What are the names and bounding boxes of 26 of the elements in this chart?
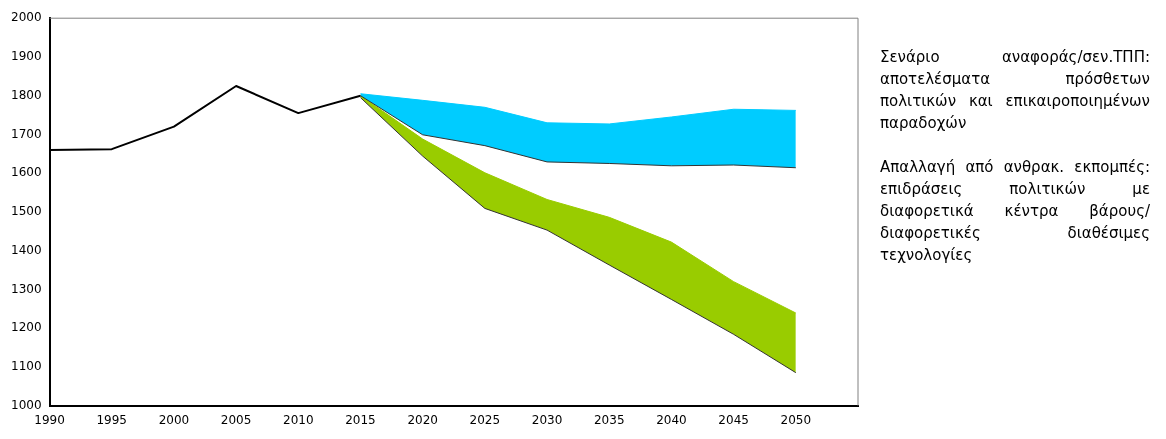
x-tick-label: 2030 — [531, 412, 563, 427]
x-tick-label: 2025 — [469, 412, 501, 427]
y-tick-label: 1600 — [10, 165, 42, 180]
y-tick-label: 1200 — [10, 320, 42, 335]
x-tick-label: 1990 — [34, 412, 65, 427]
x-tick-label: 2000 — [158, 412, 190, 427]
x-tick-label: 2050 — [780, 412, 812, 427]
x-tick-label: 1995 — [96, 412, 127, 427]
y-tick-label: 1700 — [10, 126, 42, 141]
y-tick-label: 1800 — [10, 87, 42, 102]
x-tick-label: 2010 — [283, 412, 314, 427]
y-tick-label: 1000 — [10, 397, 42, 412]
y-tick-label: 1400 — [10, 242, 42, 257]
y-tick-label: 1900 — [10, 49, 42, 64]
text: Απαλλαγή από ανθρακ. εκπομπές: επιδράσεις πολιτικών με διαφορετικά κέντρα βάρους/διαφορετικές διαθέσιμες τεχνολογίες — [880, 157, 1150, 266]
text: Σενάριο αναφοράς/σεν.ΤΠΠ: αποτελέσματα πρόσθετων πολιτικών και επικαιροποιημένων παραδοχών — [880, 47, 1150, 134]
x-tick-label: 2040 — [656, 412, 687, 427]
x-tick-label: 2020 — [407, 412, 438, 427]
y-tick-label: 2000 — [10, 10, 42, 25]
x-tick-label: 2045 — [718, 412, 749, 427]
y-tick-label: 1300 — [10, 281, 42, 296]
x-tick-label: 2005 — [220, 412, 252, 427]
y-tick-label: 1100 — [10, 358, 42, 373]
y-tick-label: 1500 — [10, 204, 42, 219]
x-tick-label: 2015 — [345, 412, 376, 427]
x-tick-label: 2035 — [593, 412, 625, 427]
